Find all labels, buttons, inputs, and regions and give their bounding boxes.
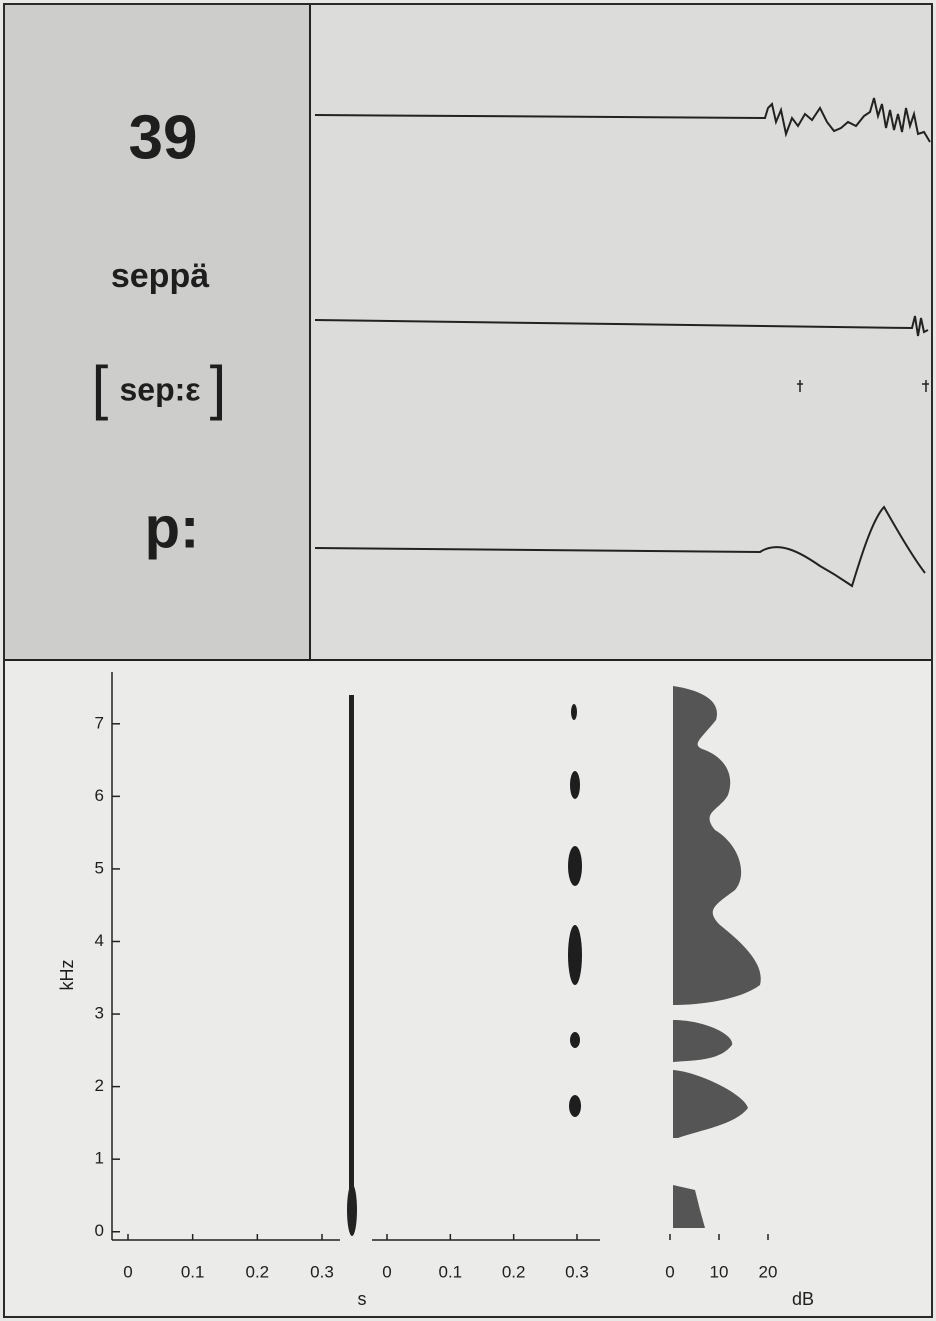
waveform-panel (311, 5, 931, 659)
spectral-envelope (673, 686, 761, 1228)
trace (347, 1184, 357, 1236)
y-tick-label: 7 (95, 713, 104, 732)
blob (570, 1032, 580, 1048)
phoneme: p: (145, 495, 200, 560)
x-tick-label: 0.2 (502, 1262, 526, 1281)
bracket: [ (92, 354, 109, 421)
y-tick-label: 1 (95, 1149, 104, 1168)
waveform (314, 97, 931, 143)
x-tick-label: 0.2 (246, 1262, 270, 1281)
bracket: ] (210, 354, 227, 421)
y-tick-label: 4 (95, 931, 104, 950)
waveforms (314, 97, 931, 588)
x-tick-label: 0.1 (181, 1262, 205, 1281)
spectrogram-traces (347, 686, 761, 1236)
y-tick-label: 0 (95, 1221, 104, 1240)
waveform (314, 505, 926, 588)
blob (568, 846, 582, 886)
x-axis-label: s (358, 1289, 367, 1309)
y-tick-label: 5 (95, 858, 104, 877)
x-tick-label: 20 (759, 1262, 778, 1281)
x-tick-label: 0 (123, 1262, 132, 1281)
marker (797, 380, 929, 392)
y-tick-label: 3 (95, 1004, 104, 1023)
x-tick-label: 0.3 (565, 1262, 589, 1281)
y-tick-label: 2 (95, 1076, 104, 1095)
figure-number: 39 (129, 103, 198, 172)
burst-line (349, 695, 354, 1228)
word: seppä (111, 257, 209, 295)
blob (571, 704, 577, 720)
transcription: sep:ε (120, 371, 201, 407)
x-axis-label: dB (792, 1289, 814, 1309)
y-axis-label: kHz (57, 960, 77, 991)
x-tick-label: 0 (665, 1262, 674, 1281)
x-tick-label: 0.3 (310, 1262, 334, 1281)
x-tick-label: 0.1 (439, 1262, 463, 1281)
noise-blobs (568, 704, 582, 1117)
blob (570, 771, 580, 799)
y-tick-label: 6 (95, 786, 104, 805)
blob (568, 925, 582, 985)
blob (569, 1095, 581, 1117)
x-tick-label: 10 (710, 1262, 729, 1281)
label-panel (5, 5, 310, 659)
x-tick-label: 0 (382, 1262, 391, 1281)
waveform (314, 315, 929, 337)
